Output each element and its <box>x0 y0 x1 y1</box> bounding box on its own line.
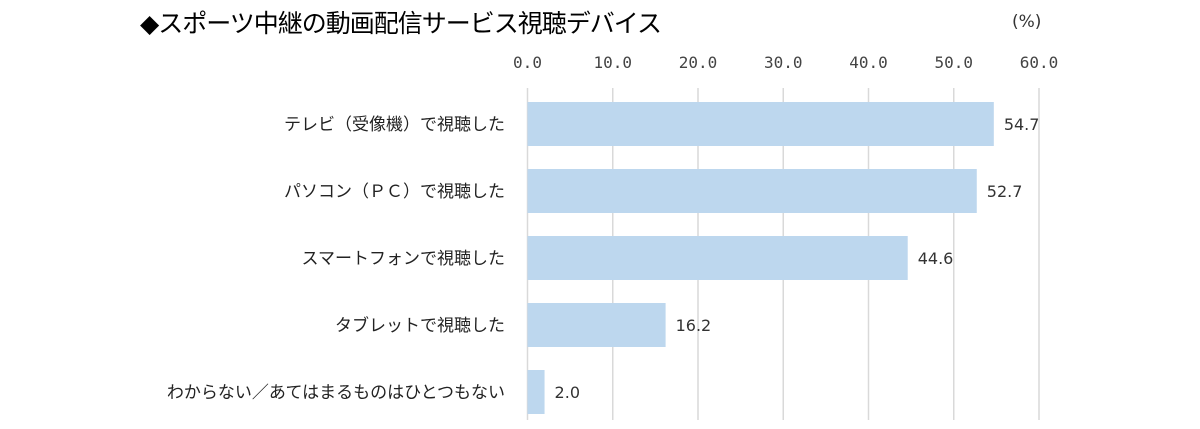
chart-title: ◆スポーツ中継の動画配信サービス視聴デバイス <box>140 9 662 38</box>
bar <box>527 370 545 414</box>
x-tick-label: 60.0 <box>1020 53 1059 72</box>
data-label: 54.7 <box>1004 115 1040 134</box>
category-label: パソコン（ＰＣ）で視聴した <box>284 182 505 202</box>
x-tick-label: 40.0 <box>849 53 888 72</box>
x-tick-label: 0.0 <box>513 53 542 72</box>
x-tick-label: 30.0 <box>764 53 803 72</box>
data-label: 2.0 <box>555 383 580 402</box>
bar <box>527 236 908 280</box>
data-label: 52.7 <box>987 182 1023 201</box>
category-label: わからない／あてはまるものはひとつもない <box>167 383 505 403</box>
bar <box>527 303 666 347</box>
x-tick-label: 10.0 <box>593 53 632 72</box>
category-label: スマートフォンで視聴した <box>302 249 506 269</box>
bar <box>527 169 977 213</box>
bar <box>527 102 994 146</box>
unit-label: (%) <box>1012 12 1042 32</box>
data-label: 16.2 <box>676 316 712 335</box>
x-tick-label: 20.0 <box>679 53 718 72</box>
x-tick-label: 50.0 <box>934 53 973 72</box>
category-label: テレビ（受像機）で視聴した <box>284 115 505 135</box>
data-label: 44.6 <box>918 249 954 268</box>
category-label: タブレットで視聴した <box>335 315 505 336</box>
